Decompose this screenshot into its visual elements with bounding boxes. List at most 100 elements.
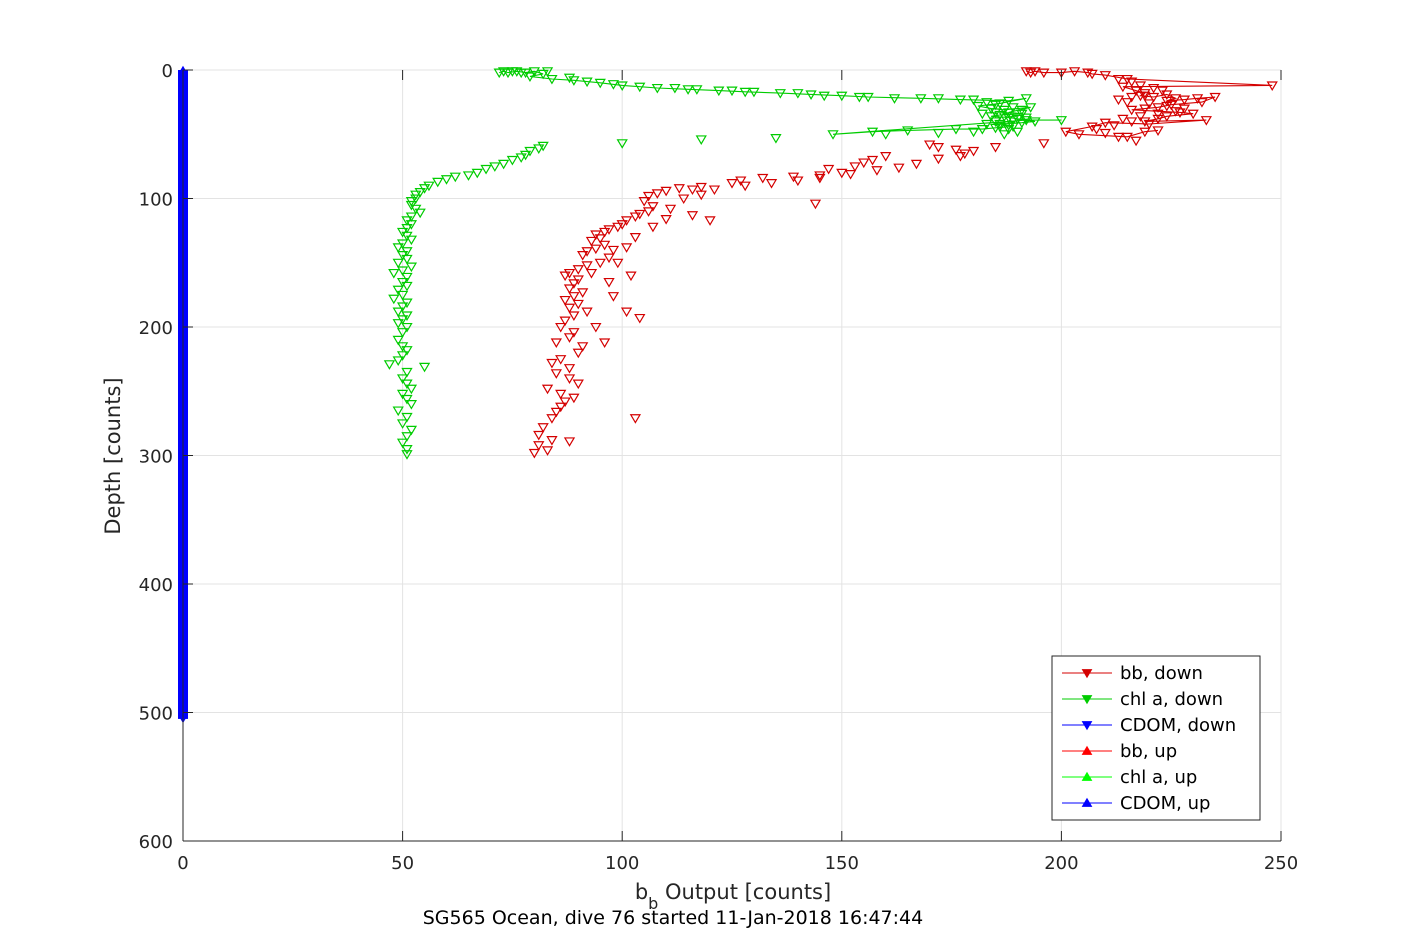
data-point	[1117, 114, 1129, 125]
data-point	[440, 175, 453, 185]
data-point	[515, 68, 527, 79]
data-point	[590, 244, 602, 255]
data-point	[581, 261, 593, 271]
data-point	[524, 72, 536, 82]
data-point	[1117, 82, 1129, 93]
x-axis-label-subscript: b	[648, 894, 658, 913]
data-point	[704, 216, 716, 226]
data-point	[1099, 71, 1111, 81]
data-point	[998, 112, 1010, 122]
data-point	[432, 177, 444, 188]
data-point	[405, 235, 418, 246]
data-point	[405, 400, 418, 410]
data-point	[1055, 116, 1068, 126]
data-point	[1020, 94, 1032, 104]
data-point	[401, 379, 413, 390]
series-bb-down	[528, 67, 1278, 459]
data-point	[629, 212, 642, 223]
data-point	[388, 268, 400, 279]
data-point	[880, 130, 892, 140]
axes	[182, 69, 1282, 842]
data-point	[392, 307, 404, 318]
data-point	[559, 295, 571, 306]
data-point	[1038, 139, 1050, 149]
data-point	[994, 122, 1006, 133]
legend-label: bb, down	[1120, 663, 1203, 684]
data-point	[1016, 105, 1028, 116]
data-point	[396, 351, 409, 361]
data-point	[678, 194, 690, 205]
data-point	[577, 250, 589, 261]
data-point	[748, 87, 760, 98]
legend-marker	[1081, 745, 1093, 755]
data-point	[388, 294, 400, 305]
data-point	[1007, 116, 1019, 126]
data-point	[401, 412, 413, 423]
data-point	[739, 181, 751, 192]
data-point	[642, 191, 655, 202]
data-point	[985, 112, 997, 122]
data-point	[866, 127, 879, 138]
data-point	[563, 364, 576, 374]
data-point	[546, 74, 558, 85]
data-point	[686, 211, 699, 221]
legend-label: bb, up	[1120, 741, 1177, 762]
data-point	[414, 188, 426, 198]
data-point	[401, 346, 413, 356]
figure-caption: SG565 Ocean, dive 76 started 11-Jan-2018…	[423, 907, 923, 929]
data-point	[537, 423, 549, 433]
legend-entry: CDOM, down	[1062, 715, 1236, 736]
data-point	[1016, 118, 1028, 129]
data-point	[620, 307, 633, 318]
data-point	[765, 179, 778, 189]
data-point	[932, 154, 945, 165]
y-tick-label: 500	[139, 704, 173, 725]
data-point	[541, 384, 554, 395]
data-point	[981, 98, 993, 108]
data-point	[449, 172, 461, 183]
data-point	[1003, 96, 1015, 107]
data-point	[1161, 112, 1173, 122]
data-point	[563, 333, 576, 343]
data-point	[880, 152, 892, 162]
data-point	[827, 130, 839, 140]
data-point	[577, 288, 589, 298]
data-point	[1200, 116, 1212, 126]
data-point	[1121, 98, 1133, 108]
data-point	[550, 407, 562, 418]
data-point	[642, 207, 655, 217]
legend-marker	[1081, 669, 1093, 679]
data-point	[1003, 125, 1015, 135]
data-point	[533, 144, 545, 154]
x-tick-label: 200	[1044, 853, 1078, 874]
data-point	[401, 450, 413, 460]
data-point	[976, 109, 988, 120]
x-axis-label-base: b	[635, 880, 648, 904]
data-point	[1169, 107, 1182, 117]
data-point	[923, 140, 936, 151]
data-point	[572, 348, 584, 359]
data-point	[994, 110, 1006, 121]
data-point	[1139, 104, 1151, 115]
data-point	[976, 125, 988, 135]
data-point	[572, 265, 584, 275]
data-point	[910, 159, 923, 170]
data-point	[1152, 126, 1164, 136]
y-tick-label: 200	[139, 318, 173, 339]
data-point	[849, 162, 861, 172]
legend-label: chl a, down	[1120, 689, 1223, 710]
data-point	[1161, 101, 1173, 112]
data-point	[546, 358, 558, 369]
data-point	[1068, 67, 1081, 77]
data-point	[1152, 114, 1164, 125]
data-point	[866, 155, 879, 166]
data-point	[669, 83, 681, 94]
data-point	[401, 322, 413, 333]
data-point	[814, 171, 826, 181]
data-point	[1266, 81, 1278, 91]
data-point	[691, 85, 703, 95]
data-point	[506, 155, 519, 166]
data-point	[603, 253, 615, 264]
data-point	[471, 168, 483, 179]
data-point	[1121, 74, 1133, 85]
